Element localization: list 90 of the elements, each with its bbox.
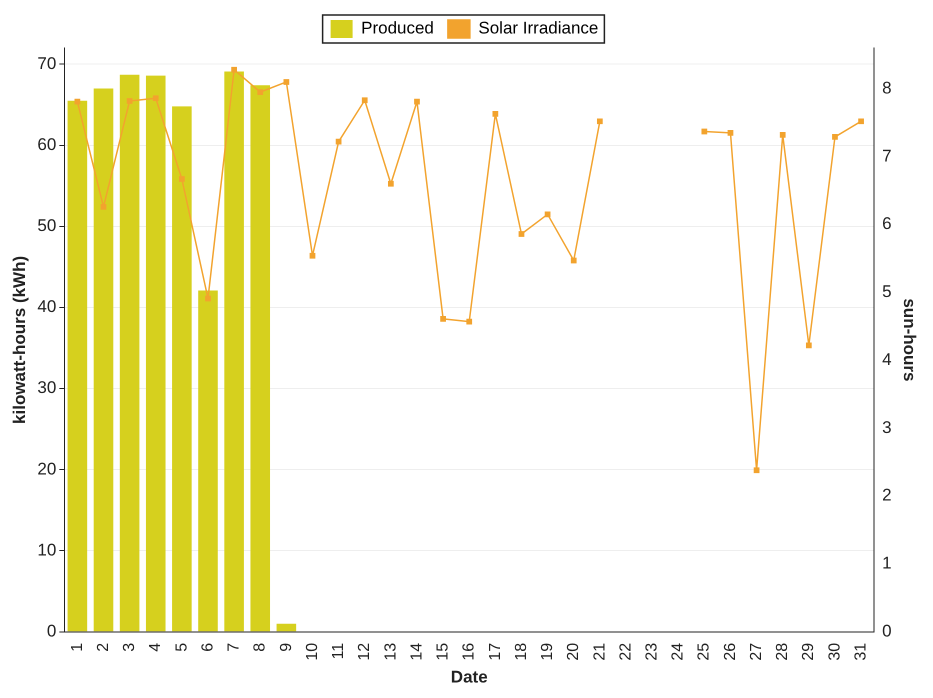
bar — [224, 72, 244, 632]
x-tick-label: 18 — [512, 642, 530, 661]
y2-tick-label: 1 — [882, 554, 892, 573]
x-tick-label: 7 — [226, 642, 243, 652]
x-tick-label: 31 — [852, 642, 870, 661]
y-tick-label: 10 — [37, 540, 56, 560]
point — [570, 258, 577, 264]
point — [152, 95, 159, 102]
point — [806, 342, 812, 348]
point — [754, 467, 760, 474]
x-tick-label: 19 — [539, 642, 556, 661]
x-axis-title: Date — [450, 667, 488, 686]
x-tick-label: 16 — [460, 642, 478, 661]
x-tick-label: 14 — [408, 642, 426, 661]
x-tick-label: 23 — [644, 642, 660, 661]
point — [544, 211, 550, 218]
bar — [250, 85, 270, 632]
y-tick-label: 0 — [46, 621, 56, 640]
x-tick-label: 11 — [330, 642, 348, 660]
x-tick-label: 6 — [199, 642, 216, 652]
point — [74, 98, 80, 104]
point — [205, 296, 211, 302]
legend-label: Produced — [361, 18, 434, 38]
y2-axis-title: sun-hours — [900, 298, 920, 382]
x-tick-label: 15 — [434, 642, 452, 661]
x-tick-label: 5 — [173, 642, 190, 652]
x-tick-label: 28 — [774, 642, 792, 661]
point — [414, 98, 420, 104]
y-tick-label: 70 — [37, 54, 56, 73]
point — [596, 118, 603, 124]
point — [388, 180, 394, 187]
y-tick-label: 30 — [37, 378, 56, 398]
x-tick-label: 30 — [826, 642, 844, 661]
point — [832, 134, 838, 140]
point — [362, 97, 368, 104]
y2-tick-label: 2 — [882, 486, 892, 505]
point — [126, 98, 132, 104]
y-axis-title: kilowatt-hours (kWh) — [10, 256, 29, 424]
point — [178, 176, 185, 182]
x-tick-label: 8 — [252, 642, 269, 652]
bar — [120, 74, 140, 632]
point — [728, 130, 734, 136]
y-tick-label: 60 — [37, 134, 56, 154]
y2-tick-label: 5 — [882, 282, 892, 302]
x-tick-label: 12 — [356, 642, 374, 661]
bar — [172, 106, 192, 632]
y2-tick-label: 3 — [882, 418, 892, 437]
point — [858, 118, 864, 124]
bar — [94, 88, 114, 632]
x-tick-label: 20 — [565, 642, 582, 661]
point — [518, 231, 524, 237]
bar — [146, 76, 166, 632]
x-tick-label: 13 — [382, 642, 400, 661]
point — [231, 66, 237, 73]
point — [780, 132, 786, 138]
point — [701, 128, 708, 134]
x-tick-label: 29 — [800, 642, 818, 661]
y-tick-label: 50 — [37, 216, 56, 236]
point — [492, 110, 498, 117]
point — [257, 89, 264, 95]
bar — [198, 290, 218, 632]
x-tick-label: 24 — [670, 642, 687, 661]
bar — [68, 100, 88, 632]
point — [466, 318, 472, 324]
point — [440, 316, 446, 322]
x-tick-label: 10 — [304, 642, 321, 661]
y2-tick-label: 6 — [882, 214, 892, 234]
x-tick-label: 22 — [617, 642, 634, 661]
y2-tick-label: 4 — [882, 350, 892, 369]
y2-tick-label: 7 — [882, 146, 892, 166]
x-tick-label: 9 — [278, 642, 295, 652]
x-tick-label: 3 — [121, 642, 138, 652]
x-tick-label: 26 — [722, 642, 739, 661]
x-tick-label: 1 — [68, 642, 86, 652]
x-tick-label: 27 — [748, 642, 765, 661]
legend-label: Solar Irradiance — [478, 18, 598, 38]
x-tick-label: 25 — [696, 642, 713, 661]
point — [336, 138, 342, 145]
y2-tick-label: 8 — [882, 78, 892, 98]
point — [100, 204, 106, 210]
x-tick-label: 21 — [591, 642, 608, 661]
y2-tick-label: 0 — [882, 621, 892, 640]
x-tick-label: 17 — [486, 642, 504, 661]
point — [283, 79, 290, 85]
bar — [276, 624, 296, 632]
x-tick-label: 4 — [147, 642, 164, 652]
x-tick-label: 2 — [94, 642, 112, 652]
y-tick-label: 40 — [37, 297, 56, 316]
y-tick-label: 20 — [37, 459, 56, 478]
point — [310, 252, 316, 259]
